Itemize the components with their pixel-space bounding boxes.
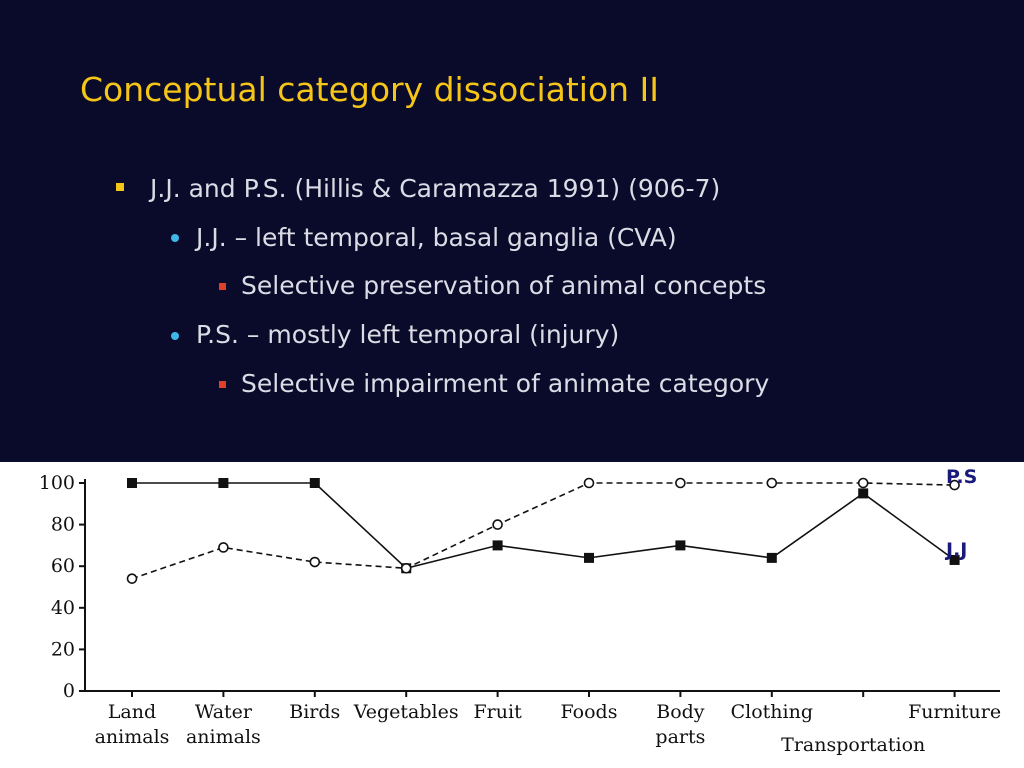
y-tick-label: 40 [51,597,75,619]
data-point-square [218,478,229,488]
data-point-circle [309,556,321,568]
y-tick-label: 60 [51,555,75,577]
x-tick-label: Body [656,701,705,723]
bullet-level3-text: Selective impairment of animate category [241,369,770,398]
x-tick-label: Furniture [908,701,1001,723]
data-point-circle [857,477,869,489]
x-tick-label: parts [655,726,705,748]
x-tick-label: Land [108,701,156,723]
data-point-square [492,540,503,551]
x-tick-label: Clothing [731,701,813,723]
y-tick-label: 80 [51,514,75,536]
data-point-circle [400,562,412,574]
x-tick-label: Fruit [473,701,522,723]
bullet-marker-square [219,381,226,388]
data-point-square [858,488,869,499]
bullet-level3-text: Selective preservation of animal concept… [241,271,767,300]
bullet-level2-text: P.S. – mostly left temporal (injury) [196,320,620,349]
line-chart: 0 20 40 60 80 100 Land animals Water animals Birds… [39,466,1001,756]
x-tick-label: Vegetables [353,701,459,723]
data-point-circle [675,477,686,489]
y-tick-label: 0 [63,680,75,702]
bullet-level2-text: J.J. – left temporal, basal ganglia (CVA… [196,223,677,252]
data-point-square [675,540,686,551]
x-tick-label: animals [186,726,261,748]
x-tick-label: Foods [561,701,618,723]
chart-panel: 0 20 40 60 80 100 Land animals Water animals Birds… [0,462,1024,768]
bullet-marker-dot [171,332,179,340]
data-point-circle [218,542,229,553]
data-point-circle [766,477,778,489]
series-line [131,482,955,580]
data-point-square [766,552,777,563]
data-point-square [584,552,594,563]
bullet-marker-dot [171,234,179,242]
data-point-circle [492,519,503,530]
data-point-circle [126,573,138,584]
x-tick-label: Water [195,701,253,723]
y-tick-label: 100 [39,472,75,494]
data-point-square [949,554,960,565]
bullet-marker-square [219,283,226,290]
x-tick-label: Transportation [781,734,925,756]
series-label: P.S [946,466,977,488]
y-tick-label: 20 [51,638,75,660]
x-tick-label: Birds [289,701,340,723]
data-point-square [309,478,320,488]
slide-title: Conceptual category dissociation II [80,70,659,109]
bullet-level1-text: J.J. and P.S. (Hillis & Caramazza 1991) … [150,174,721,203]
series-line [132,482,956,570]
series-label: J.J [944,539,967,561]
bullet-marker-square [116,183,124,191]
data-point-circle [949,479,960,491]
data-point-circle [583,477,595,489]
x-tick-label: animals [95,726,170,748]
data-point-square [127,478,137,488]
